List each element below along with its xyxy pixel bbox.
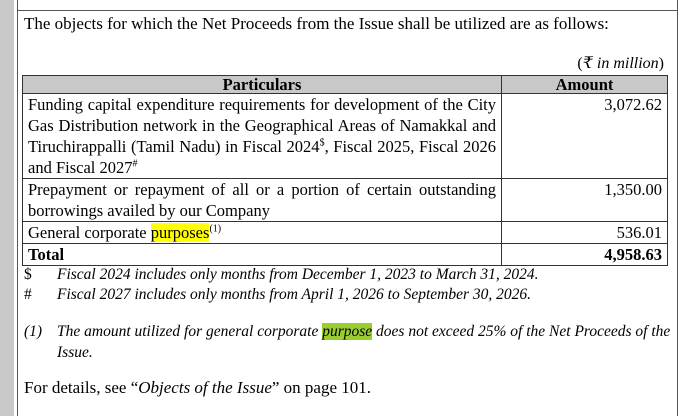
header-amount: Amount xyxy=(501,75,668,94)
footnote-dollar: $ Fiscal 2024 includes only months from D… xyxy=(24,266,539,283)
particulars-cell: General corporate purposes(1) xyxy=(22,221,502,244)
search-highlight-current: purpose xyxy=(322,323,373,340)
header-particulars: Particulars xyxy=(22,75,502,94)
details-reference: For details, see “Objects of the Issue” … xyxy=(24,378,371,397)
left-margin-strip xyxy=(0,0,14,416)
total-label: Total xyxy=(22,243,502,266)
note-1: (1) The amount utilized for general corpo… xyxy=(24,323,671,361)
objects-table: Particulars Amount Funding capital expen… xyxy=(22,75,668,266)
amount-cell: 536.01 xyxy=(501,221,668,244)
table-row: General corporate purposes(1) 536.01 xyxy=(22,221,668,244)
section-divider xyxy=(17,10,678,11)
unit-label: (₹ in million) xyxy=(577,55,664,72)
intro-text: The objects for which the Net Proceeds f… xyxy=(24,14,609,33)
table-row: Funding capital expenditure requirements… xyxy=(22,93,668,179)
particulars-cell: Prepayment or repayment of all or a port… xyxy=(22,178,502,222)
amount-cell: 3,072.62 xyxy=(501,93,668,179)
table-total-row: Total 4,958.63 xyxy=(22,243,668,266)
particulars-cell: Funding capital expenditure requirements… xyxy=(22,93,502,179)
footnote-hash: # Fiscal 2027 includes only months from A… xyxy=(24,286,532,303)
amount-cell: 1,350.00 xyxy=(501,178,668,222)
page-border-right xyxy=(677,0,678,416)
search-highlight: purposes xyxy=(150,223,210,242)
table-header: Particulars Amount xyxy=(22,75,668,94)
page-border-left xyxy=(17,0,18,416)
objects-link[interactable]: Objects of the Issue xyxy=(138,378,272,397)
total-amount: 4,958.63 xyxy=(501,243,668,266)
table-row: Prepayment or repayment of all or a port… xyxy=(22,178,668,222)
